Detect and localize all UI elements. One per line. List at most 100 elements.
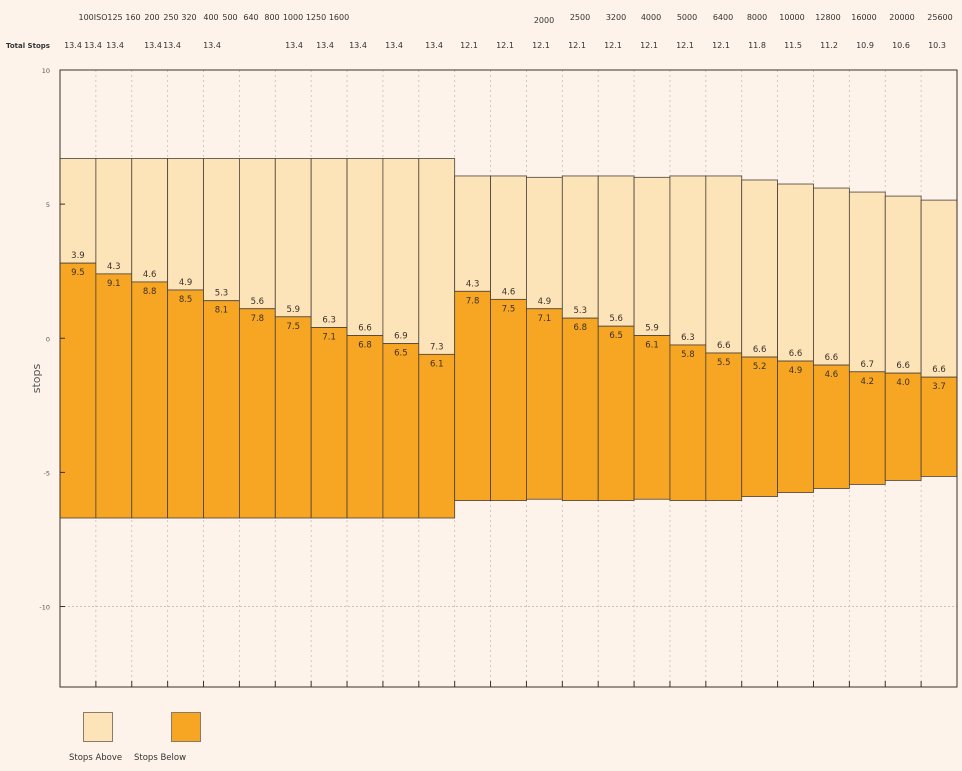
data-label-stops-above: 4.6 <box>143 270 157 280</box>
bar-stops-above <box>454 175 491 292</box>
bar-stops-below <box>238 308 276 519</box>
data-label-stops-above: 5.6 <box>251 297 265 307</box>
data-label-stops-above: 5.6 <box>609 314 623 324</box>
y-tick-label: 5 <box>46 201 50 209</box>
data-label-stops-below: 8.1 <box>215 306 229 316</box>
iso-header-label: 200 <box>144 13 159 22</box>
data-label-stops-above: 4.6 <box>502 287 516 297</box>
data-label-stops-above: 6.6 <box>825 353 839 363</box>
data-label-stops-above: 6.6 <box>753 345 767 355</box>
bar-stops-above <box>238 158 276 310</box>
data-label-stops-above: 6.7 <box>861 360 875 370</box>
data-label-stops-below: 7.5 <box>286 322 300 332</box>
bar-stops-below <box>777 360 814 493</box>
data-label-stops-above: 6.3 <box>322 316 336 326</box>
total-stops-value: 13.4 <box>203 41 221 50</box>
bar-stops-below <box>920 376 958 477</box>
data-label-stops-above: 6.6 <box>789 349 803 359</box>
data-label-stops-below: 6.1 <box>645 341 659 351</box>
bar-stops-above <box>741 179 778 358</box>
bar-stops-below <box>813 364 850 489</box>
data-label-stops-below: 3.7 <box>932 382 946 392</box>
bar-stops-above <box>274 158 312 318</box>
data-label-stops-above: 6.6 <box>717 341 731 351</box>
bar-stops-above <box>561 175 599 319</box>
y-tick-label: -5 <box>44 469 50 477</box>
y-tick-label: 0 <box>46 335 50 343</box>
total-stops-value: 13.4 <box>144 41 162 50</box>
bar-stops-below <box>597 325 635 501</box>
total-stops-value: 13.4 <box>385 41 403 50</box>
total-stops-value: 10.9 <box>856 41 874 50</box>
iso-header-label: 320 <box>181 13 196 22</box>
y-tick-label: -10 <box>39 604 50 612</box>
iso-header-label: 16000 <box>851 13 876 22</box>
total-stops-value: 12.1 <box>568 41 586 50</box>
total-stops-value: 13.4 <box>349 41 367 50</box>
data-label-stops-above: 6.9 <box>394 332 408 342</box>
bar-stops-above <box>777 183 814 362</box>
iso-header-label: 5000 <box>677 13 697 22</box>
data-label-stops-above: 3.9 <box>71 251 85 261</box>
total-stops-value: 12.1 <box>640 41 658 50</box>
data-label-stops-above: 6.3 <box>681 333 695 343</box>
total-stops-value: 11.8 <box>748 41 766 50</box>
total-stops-value: 11.2 <box>820 41 838 50</box>
bar-stops-below <box>203 300 240 519</box>
iso-header-label: 2500 <box>570 13 590 22</box>
data-label-stops-above: 4.9 <box>179 278 193 288</box>
bar-stops-below <box>490 298 527 501</box>
iso-header-label: 250 <box>163 13 178 22</box>
total-stops-value: 11.5 <box>784 41 802 50</box>
data-label-stops-above: 6.6 <box>932 365 946 375</box>
bar-stops-below <box>95 273 133 519</box>
data-label-stops-above: 4.3 <box>466 279 480 289</box>
data-label-stops-below: 4.9 <box>789 366 803 376</box>
iso-header-label: 800 <box>264 13 279 22</box>
iso-header-label: 1250 <box>306 13 326 22</box>
data-label-stops-below: 8.5 <box>179 295 193 305</box>
data-label-stops-below: 9.5 <box>71 268 85 278</box>
bar-stops-above <box>310 158 348 328</box>
bar-stops-above <box>131 158 169 283</box>
iso-header-label: 100ISO <box>78 13 107 22</box>
data-label-stops-below: 8.8 <box>143 287 157 297</box>
total-stops-value: 12.1 <box>604 41 622 50</box>
legend-swatch-stops-below <box>171 712 201 742</box>
data-label-stops-above: 6.6 <box>896 361 910 371</box>
stops-bar-chart: 3.9 9.5 4.3 9.1 4.6 8.8 4.9 8.5 5.3 8.1 5.6 7.8 5.9 7… <box>6 13 958 688</box>
bar-stops-below <box>633 335 671 500</box>
total-stops-value: 10.6 <box>892 41 910 50</box>
iso-header-label: 1000 <box>283 13 303 22</box>
bar-stops-below <box>561 317 599 501</box>
bar-stops-above <box>848 191 886 373</box>
data-label-stops-above: 4.3 <box>107 262 121 272</box>
total-stops-value: 13.4 <box>285 41 303 50</box>
data-label-stops-below: 7.8 <box>251 314 265 324</box>
data-label-stops-below: 6.8 <box>573 323 587 333</box>
iso-header-label: 12800 <box>815 13 840 22</box>
iso-header-label: 10000 <box>779 13 804 22</box>
data-label-stops-below: 6.8 <box>358 341 372 351</box>
bar-stops-below <box>741 356 778 497</box>
total-stops-value: 12.1 <box>712 41 730 50</box>
bar-stops-below <box>884 372 922 481</box>
data-label-stops-above: 5.3 <box>215 289 229 299</box>
iso-header-label: 125 <box>107 13 122 22</box>
bar-stops-below <box>382 343 420 519</box>
total-stops-value: 10.3 <box>928 41 946 50</box>
bar-stops-below <box>705 352 743 501</box>
y-tick-label: 10 <box>42 67 50 75</box>
data-label-stops-above: 4.9 <box>538 297 552 307</box>
iso-header-label: 2000 <box>534 16 554 25</box>
iso-header-label: 3200 <box>606 13 626 22</box>
iso-header-label: 20000 <box>889 13 914 22</box>
bar-stops-above <box>346 158 384 336</box>
iso-header-label: 500 <box>222 13 237 22</box>
iso-header-label: 160 <box>125 13 140 22</box>
bar-stops-below <box>526 308 563 500</box>
total-stops-value: 13.4 <box>425 41 443 50</box>
total-stops-value: 13.4 <box>64 41 82 50</box>
data-label-stops-above: 6.6 <box>358 324 372 334</box>
plot-frame <box>59 69 958 688</box>
